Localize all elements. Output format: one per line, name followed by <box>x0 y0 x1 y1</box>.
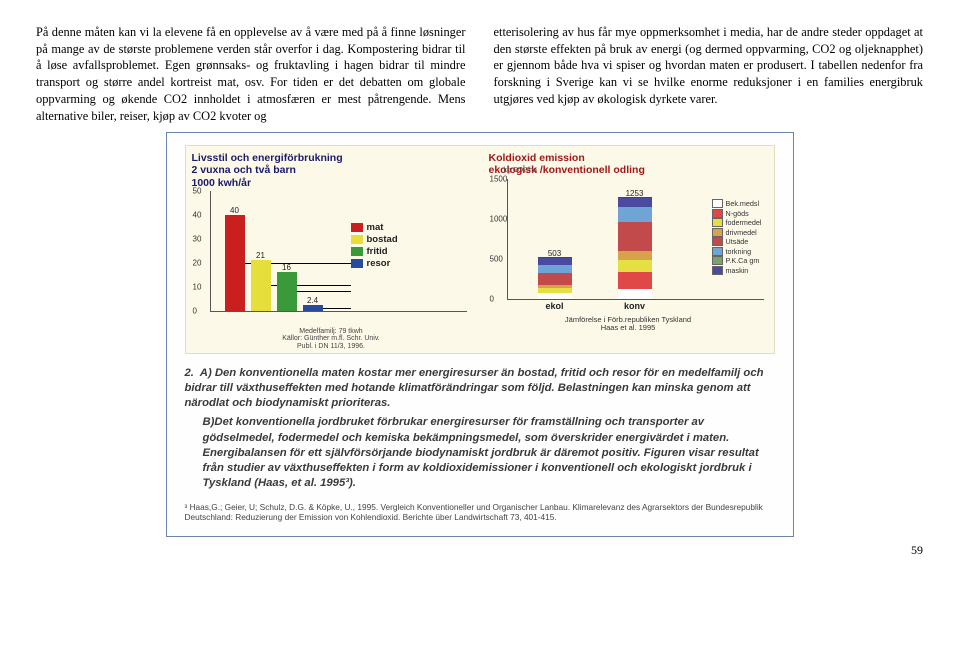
figure-text-a: A) Den konventionella maten kostar mer e… <box>185 367 764 410</box>
charts-row: Livsstil och energiförbrukning 2 vuxna o… <box>185 145 775 353</box>
figure-text-b: B)Det konventionella jordbruket förbruka… <box>203 416 759 489</box>
chart1-title: Livsstil och energiförbrukning 2 vuxna o… <box>192 152 471 188</box>
chart-co2-emission: Koldioxid emission ekologisk /konvention… <box>489 152 768 350</box>
column-left: På denne måten kan vi la elevene få en o… <box>36 24 466 124</box>
page-number: 59 <box>36 543 923 558</box>
chart2-unit: kg CO2/ha <box>504 167 537 174</box>
figure-footnote: ³ Haas,G.; Geier, U; Schulz, D.G. & Köpk… <box>185 502 775 523</box>
chart1-title-l2: 2 vuxna och två barn <box>192 164 296 176</box>
figure-box: Livsstil och energiförbrukning 2 vuxna o… <box>166 132 794 537</box>
column-right: etterisolering av hus får mye oppmerksom… <box>494 24 924 124</box>
text-columns: På denne måten kan vi la elevene få en o… <box>36 24 923 124</box>
chart1-caption: Medelfamilj: 79 tkwh Källor: Günther m.f… <box>192 328 471 351</box>
chart2-title-l1: Koldioxid emission <box>489 152 585 164</box>
chart2-caption: Jämförelse i Förb.republiken TysklandHaa… <box>489 316 768 333</box>
chart1-legend: matbostadfritidresor <box>351 221 398 270</box>
chart2-plot: kg CO2/ha Bek.medslN-gödsfodermedeldrivm… <box>507 179 764 300</box>
chart1-caption-small: Källor: Günther m.fl. Schr. Univ.Publ. i… <box>282 335 380 350</box>
figure-number: 2. <box>185 367 194 379</box>
chart1-plot: matbostadfritidresor 010203040504021162.… <box>210 191 467 312</box>
chart2-legend: Bek.medslN-gödsfodermedeldrivmedelUtsäde… <box>712 199 762 276</box>
chart1-caption-center: Medelfamilj: 79 tkwh <box>299 328 362 335</box>
figure-caption-text: 2. A) Den konventionella maten kostar me… <box>185 366 775 492</box>
chart1-title-l1: Livsstil och energiförbrukning <box>192 152 343 164</box>
chart-lifestyle-energy: Livsstil och energiförbrukning 2 vuxna o… <box>192 152 471 350</box>
